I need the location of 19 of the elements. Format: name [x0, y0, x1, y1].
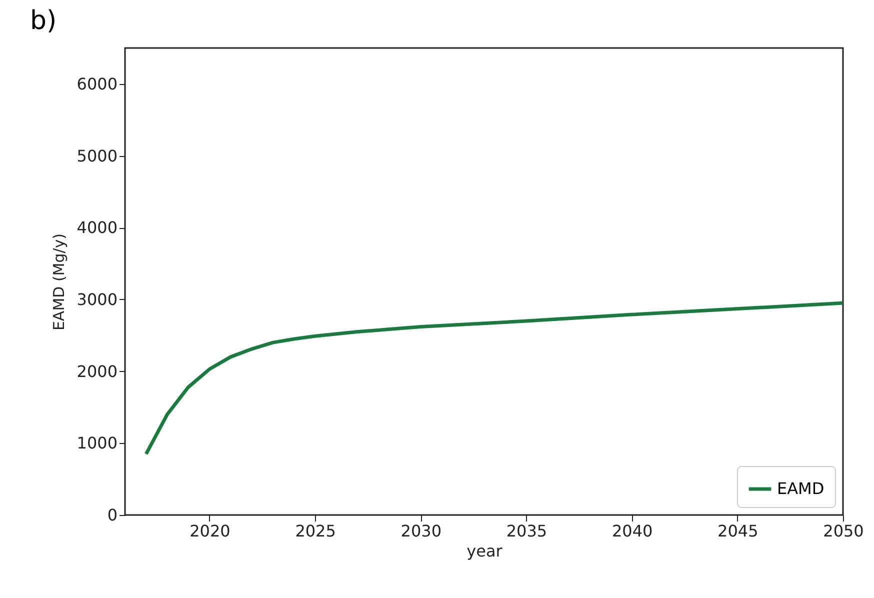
- x-tick-label: 2050: [823, 522, 864, 540]
- chart-title: b): [30, 6, 57, 36]
- y-tick-label: 3000: [76, 290, 118, 309]
- x-tick-label: 2030: [400, 522, 442, 540]
- legend-label: EAMD: [777, 479, 824, 498]
- x-tick-label: 2020: [190, 522, 230, 540]
- y-tick-label: 4000: [76, 218, 118, 238]
- x-tick-label: 2045: [718, 522, 758, 540]
- y-tick-label: 0: [107, 506, 118, 524]
- y-tick-label: 1000: [76, 434, 118, 453]
- x-tick-label: 2025: [295, 522, 336, 540]
- y-tick-label: 2000: [76, 362, 118, 381]
- x-tick-label: 2035: [506, 522, 548, 540]
- y-tick-label: 5000: [76, 146, 118, 166]
- y-tick-label: 6000: [76, 74, 118, 94]
- x-axis-title: year: [466, 542, 503, 560]
- x-tick-label: 2040: [612, 522, 653, 540]
- line-series: [144, 301, 845, 456]
- y-axis-title: EAMD (Mg/y): [50, 233, 68, 331]
